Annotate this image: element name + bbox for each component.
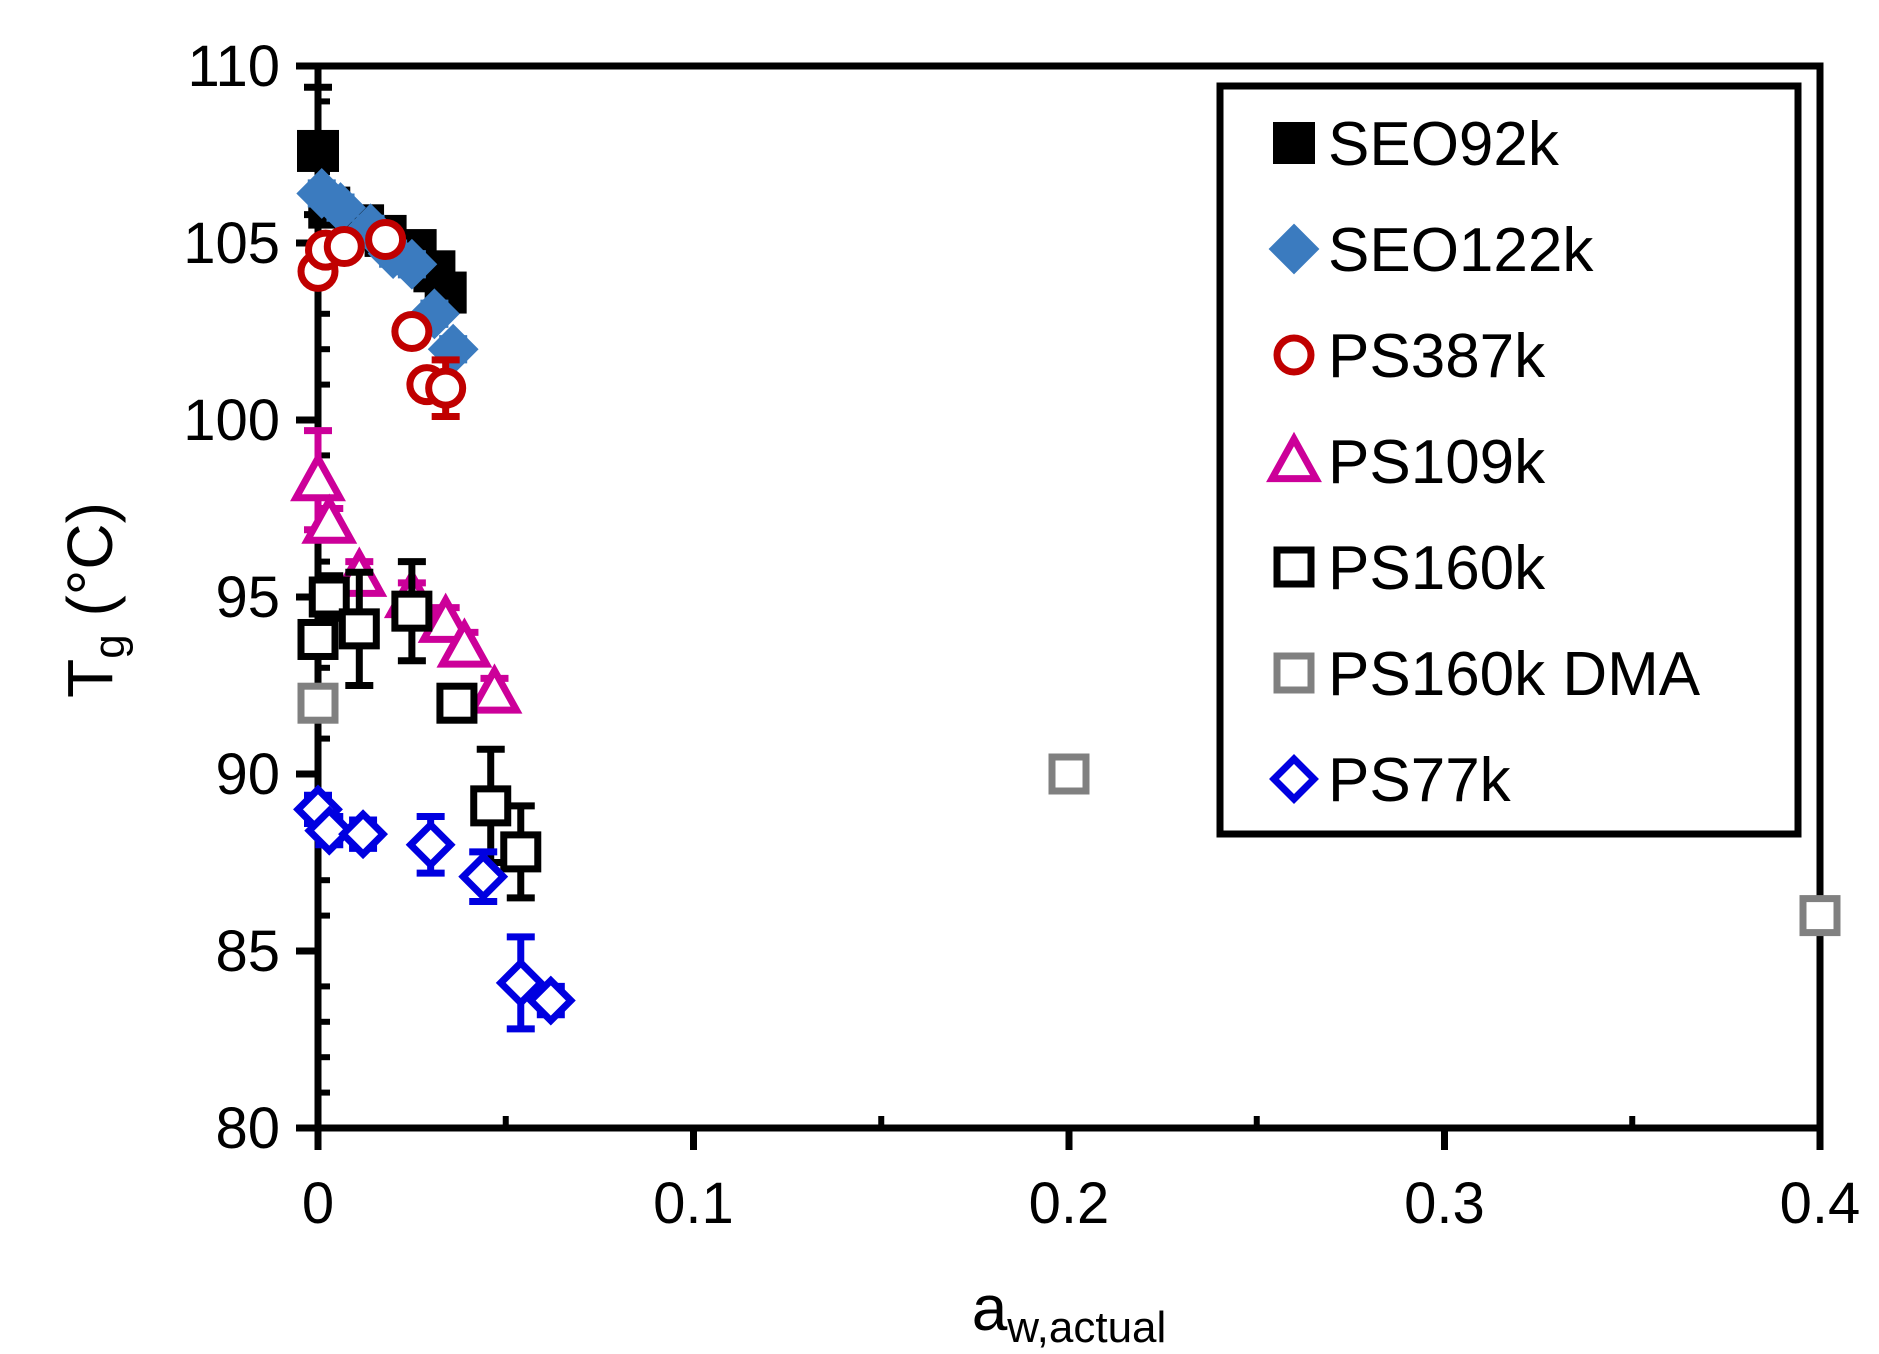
y-tick-label: 85 <box>215 919 280 984</box>
x-tick-label: 0 <box>302 1171 334 1236</box>
y-tick-label: 105 <box>183 211 280 276</box>
legend-label: PS109k <box>1328 428 1546 497</box>
data-point <box>436 617 493 668</box>
data-point <box>458 851 509 902</box>
data-point <box>495 957 546 1008</box>
legend-label: PS77k <box>1328 746 1512 815</box>
data-point <box>338 809 389 860</box>
data-point <box>323 226 365 268</box>
data-point <box>470 785 512 827</box>
series-ps109k <box>290 427 523 714</box>
legend-label: PS160k DMA <box>1328 640 1701 709</box>
series-layer <box>290 83 1841 1033</box>
data-point <box>297 129 339 172</box>
data-point <box>466 663 523 714</box>
data-point <box>1799 895 1841 937</box>
y-tick-label: 95 <box>215 565 280 630</box>
x-tick-label: 0.3 <box>1404 1171 1485 1236</box>
y-tick-label: 90 <box>215 742 280 807</box>
data-point <box>425 367 467 409</box>
data-point <box>417 592 474 643</box>
data-point <box>436 682 478 724</box>
data-point <box>297 682 339 724</box>
data-point <box>405 819 456 870</box>
data-point <box>338 608 380 650</box>
y-tick-label: 110 <box>188 34 280 99</box>
data-point <box>500 831 542 873</box>
data-point <box>290 450 346 502</box>
legend-label: PS387k <box>1328 322 1546 391</box>
legend: SEO92k SEO122k PS387k PS109k PS160k PS160k DM… <box>1216 82 1802 838</box>
x-tick-label: 0.4 <box>1780 1171 1861 1236</box>
series-ps387k <box>297 218 467 420</box>
data-point <box>297 618 339 660</box>
legend-marker <box>1266 431 1322 483</box>
y-tick-label: 80 <box>215 1096 280 1161</box>
y-axis-title: Tg (°C) <box>54 502 134 698</box>
legend-marker <box>1273 334 1315 376</box>
data-point <box>304 805 355 856</box>
legend-box <box>1216 82 1802 838</box>
legend-marker <box>1273 122 1315 164</box>
series-ps77k <box>293 784 576 1033</box>
data-point <box>308 576 350 618</box>
legend-marker <box>1269 754 1319 804</box>
x-tick-label: 0.2 <box>1029 1171 1110 1236</box>
series-ps160k <box>297 558 542 902</box>
legend-label: SEO92k <box>1328 110 1560 179</box>
legend-label: SEO122k <box>1328 216 1594 285</box>
axes: 80 85 90 95 100 105 110 0 0.1 0.2 0.3 0.4 <box>183 34 1860 1236</box>
data-point <box>391 590 433 632</box>
data-point <box>391 311 433 352</box>
x-tick-label: 0.1 <box>653 1171 734 1236</box>
legend-marker <box>1268 223 1320 275</box>
series-ps160k-dma <box>297 682 1841 937</box>
legend-marker <box>1273 652 1315 694</box>
data-point <box>525 975 576 1026</box>
x-axis-title: aw,actual <box>972 1272 1167 1352</box>
legend-label: PS160k <box>1328 534 1546 603</box>
data-point <box>301 493 358 544</box>
data-point <box>365 218 407 260</box>
data-point <box>1048 753 1090 795</box>
legend-marker <box>1273 546 1315 588</box>
y-tick-label: 100 <box>183 388 280 453</box>
